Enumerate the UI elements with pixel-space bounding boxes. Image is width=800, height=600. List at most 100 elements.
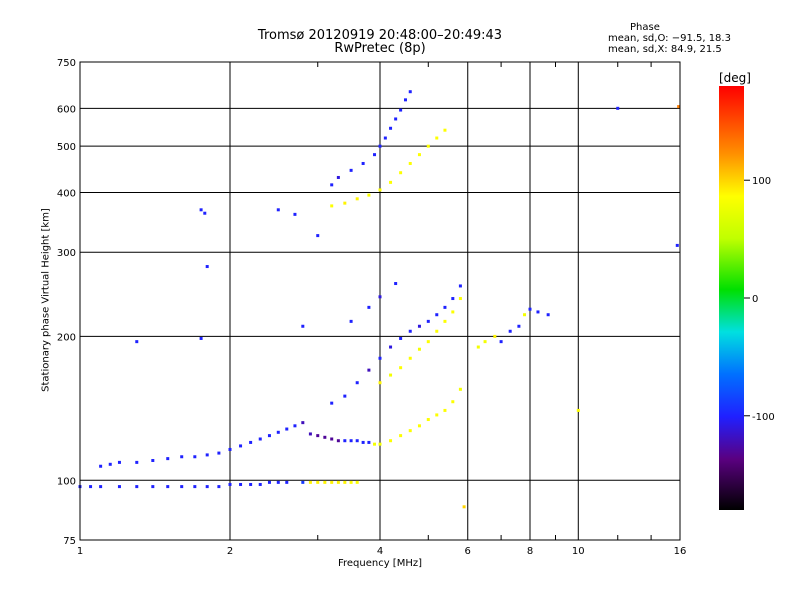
- data-point: [349, 319, 353, 323]
- data-point: [435, 313, 439, 317]
- x-tick-label: 1: [77, 546, 83, 557]
- data-point: [677, 105, 681, 109]
- data-point: [408, 90, 412, 94]
- data-point: [323, 480, 327, 484]
- data-point: [166, 485, 170, 489]
- data-point: [523, 313, 527, 317]
- data-point: [285, 427, 289, 431]
- data-point: [180, 485, 184, 489]
- data-point: [89, 485, 93, 489]
- data-point: [443, 128, 447, 132]
- data-point: [205, 485, 209, 489]
- data-point: [417, 347, 421, 351]
- data-point: [367, 305, 371, 309]
- data-point: [108, 462, 112, 466]
- data-point: [399, 366, 403, 370]
- data-point: [205, 453, 209, 457]
- data-point: [293, 424, 297, 428]
- data-point: [389, 345, 393, 349]
- data-point: [301, 421, 305, 425]
- data-point: [316, 480, 320, 484]
- data-point: [151, 458, 155, 462]
- data-point: [458, 284, 462, 288]
- data-point: [343, 439, 347, 443]
- data-point: [451, 297, 455, 301]
- x-tick-label: 4: [377, 546, 383, 557]
- data-point: [576, 408, 580, 412]
- data-point: [528, 307, 532, 311]
- data-point: [355, 480, 359, 484]
- data-point: [476, 345, 480, 349]
- data-point: [394, 117, 398, 121]
- data-point: [394, 282, 398, 286]
- data-point: [443, 408, 447, 412]
- x-tick-label: 8: [527, 546, 533, 557]
- data-point: [417, 324, 421, 328]
- data-point: [249, 440, 253, 444]
- chart-title: Tromsø 20120919 20:48:00–20:49:43: [257, 28, 503, 43]
- data-point: [458, 297, 462, 301]
- data-point: [199, 336, 203, 340]
- data-point: [330, 204, 334, 208]
- data-point: [349, 439, 353, 443]
- y-tick-label: 500: [57, 142, 76, 153]
- data-point: [536, 310, 540, 314]
- colorbar-tick-label: 0: [752, 294, 758, 305]
- data-point: [166, 457, 170, 461]
- data-point: [355, 197, 359, 201]
- data-point: [435, 413, 439, 417]
- data-point: [367, 440, 371, 444]
- y-tick-label: 750: [57, 58, 76, 69]
- data-point: [435, 136, 439, 140]
- data-point: [193, 455, 197, 459]
- data-point: [373, 442, 377, 446]
- data-point: [135, 460, 139, 464]
- data-point: [217, 485, 221, 489]
- data-point: [417, 424, 421, 428]
- colorbar-label: [deg]: [719, 71, 751, 85]
- data-point: [323, 435, 327, 439]
- data-point: [301, 480, 305, 484]
- data-point: [330, 183, 334, 187]
- phase-stats-o-mode: mean, sd,O: −91.5, 18.3: [608, 33, 731, 44]
- data-point: [426, 319, 430, 323]
- data-point: [399, 171, 403, 175]
- data-point: [399, 108, 403, 112]
- x-tick-label: 16: [674, 546, 687, 557]
- data-point: [443, 319, 447, 323]
- data-point: [373, 153, 377, 157]
- data-point: [675, 243, 679, 247]
- data-point: [426, 418, 430, 422]
- data-point: [361, 161, 365, 165]
- data-point: [151, 485, 155, 489]
- data-point: [355, 439, 359, 443]
- data-point: [367, 193, 371, 197]
- colorbar-gradient: [719, 86, 744, 510]
- data-point: [193, 485, 197, 489]
- data-point: [217, 451, 221, 455]
- data-point: [336, 175, 340, 179]
- data-point: [228, 482, 232, 486]
- data-point: [389, 439, 393, 443]
- data-point: [330, 437, 334, 441]
- data-point: [389, 373, 393, 377]
- data-point: [355, 381, 359, 385]
- data-point: [276, 480, 280, 484]
- data-point: [205, 265, 209, 269]
- x-tick-label: 2: [227, 546, 233, 557]
- data-point: [403, 98, 407, 102]
- data-point: [349, 480, 353, 484]
- data-point: [117, 485, 121, 489]
- data-point: [293, 212, 297, 216]
- data-point: [258, 482, 262, 486]
- colorbar-tick-label: 100: [752, 176, 771, 187]
- data-point: [203, 211, 207, 215]
- data-point: [180, 455, 184, 459]
- data-point: [199, 208, 203, 212]
- colorbar: [deg]: [719, 71, 751, 510]
- data-point: [308, 432, 312, 436]
- data-point: [316, 434, 320, 438]
- phase-stats-x-mode: mean, sd,X: 84.9, 21.5: [608, 44, 722, 55]
- data-point: [228, 447, 232, 451]
